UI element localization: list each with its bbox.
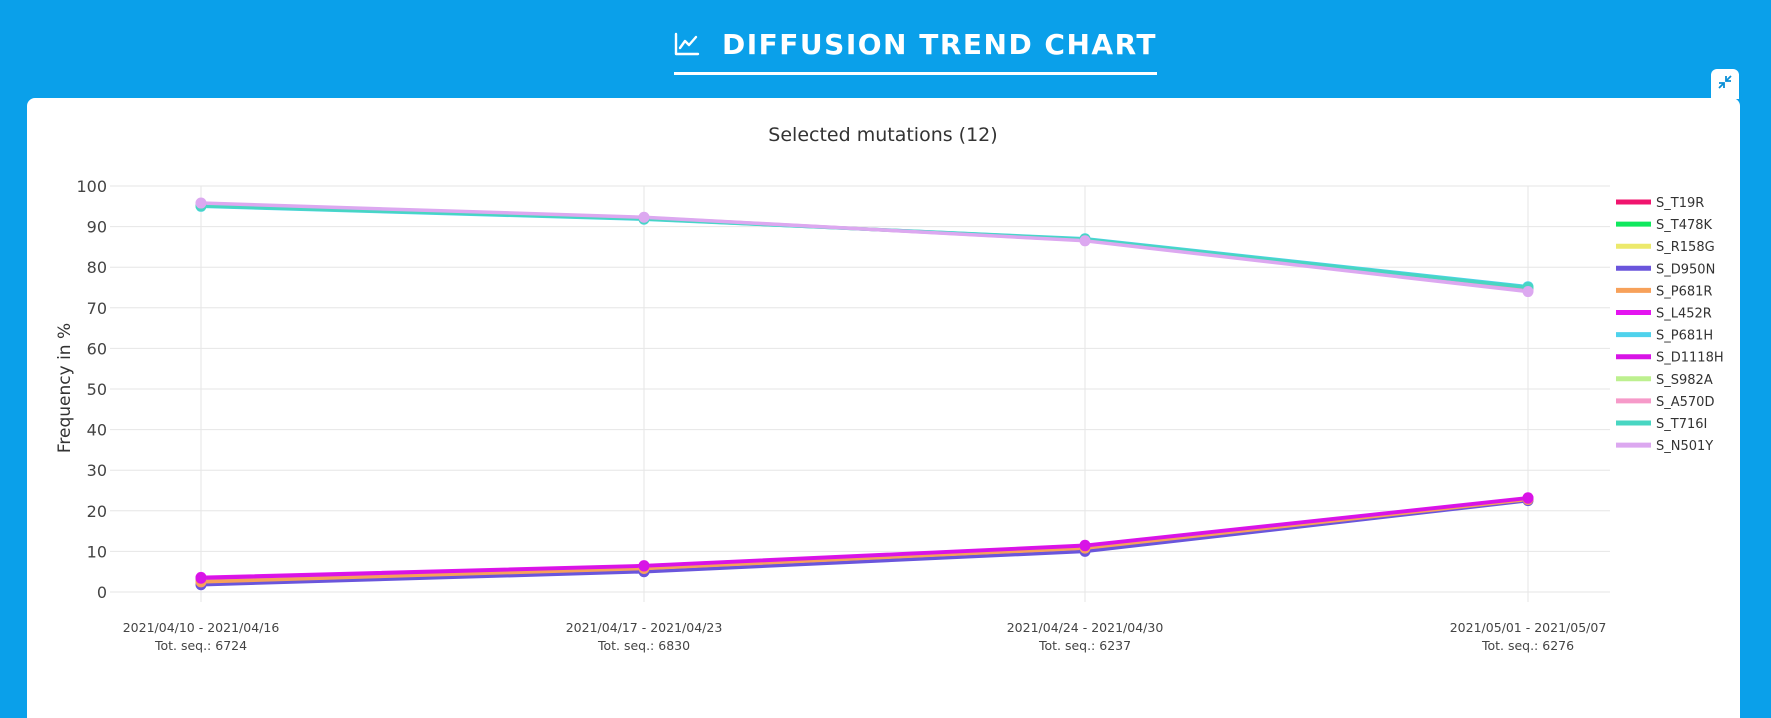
legend-item-S_S982A[interactable]: S_S982A (1616, 373, 1713, 388)
x-tick-sublabel: Tot. seq.: 6724 (154, 638, 247, 653)
x-tick-sublabel: Tot. seq.: 6830 (597, 638, 690, 653)
collapse-arrows-icon (1717, 74, 1733, 94)
legend-item-S_A570D[interactable]: S_A570D (1616, 395, 1714, 410)
legend-item-S_T478K[interactable]: S_T478K (1616, 218, 1713, 233)
series-line-S_T478K (200, 497, 1529, 582)
legend-label: S_A570D (1656, 395, 1714, 410)
series-points (195, 197, 1534, 591)
data-point-S_D1118H[interactable] (638, 560, 650, 572)
collapse-button[interactable] (1711, 69, 1739, 99)
y-tick-label: 90 (87, 218, 107, 237)
series-line-S_A570D (200, 202, 1529, 292)
series-line-S_P681H (200, 204, 1529, 289)
legend-label: S_N501Y (1656, 439, 1713, 454)
legend-item-S_D950N[interactable]: S_D950N (1616, 262, 1715, 277)
header: DIFFUSION TREND CHART (0, 0, 1771, 99)
y-tick-label: 50 (87, 380, 107, 399)
legend-item-S_P681H[interactable]: S_P681H (1616, 329, 1713, 344)
data-point-S_N501Y[interactable] (1522, 286, 1534, 298)
y-tick-label: 40 (87, 421, 107, 440)
x-tick-label: 2021/05/01 - 2021/05/07 (1450, 620, 1607, 635)
legend-label: S_P681R (1656, 284, 1712, 299)
y-tick-label: 30 (87, 461, 107, 480)
series-line-S_D1118H (200, 496, 1529, 580)
legend-label: S_D1118H (1656, 351, 1724, 366)
legend-item-S_L452R[interactable]: S_L452R (1616, 307, 1712, 322)
series-line-S_N501Y (200, 201, 1529, 294)
legend-label: S_P681H (1656, 329, 1713, 344)
legend-label: S_T716I (1656, 417, 1707, 432)
x-tick-label: 2021/04/24 - 2021/04/30 (1007, 620, 1164, 635)
legend-item-S_N501Y[interactable]: S_N501Y (1616, 439, 1713, 454)
chart-title: Selected mutations (12) (768, 124, 997, 146)
data-point-S_D1118H[interactable] (195, 572, 207, 584)
legend-item-S_R158G[interactable]: S_R158G (1616, 240, 1715, 255)
chart-panel: Selected mutations (12) Frequency in % 0… (27, 98, 1740, 718)
y-tick-label: 10 (87, 542, 107, 561)
legend-label: S_T19R (1656, 196, 1704, 211)
x-tick-sublabel: Tot. seq.: 6276 (1481, 638, 1574, 653)
series-line-S_S982A (200, 203, 1529, 291)
x-axis-ticks: 2021/04/10 - 2021/04/16 Tot. seq.: 6724 20… (123, 620, 1607, 653)
y-tick-label: 70 (87, 299, 107, 318)
line-chart: Selected mutations (12) Frequency in % 0… (55, 124, 1724, 653)
series-line-S_T716I (200, 204, 1529, 290)
legend-item-S_T19R[interactable]: S_T19R (1616, 196, 1704, 211)
x-tick-label: 2021/04/10 - 2021/04/16 (123, 620, 280, 635)
legend-label: S_L452R (1656, 307, 1712, 322)
series-line-S_D950N (200, 498, 1529, 587)
page-title-text: DIFFUSION TREND CHART (722, 27, 1157, 61)
y-tick-label: 100 (76, 177, 107, 196)
data-point-S_D1118H[interactable] (1522, 492, 1534, 504)
legend-item-S_T716I[interactable]: S_T716I (1616, 417, 1707, 432)
series-line-S_L452R (200, 496, 1529, 580)
legend-label: S_D950N (1656, 262, 1715, 277)
data-point-S_N501Y[interactable] (638, 211, 650, 223)
x-tick-sublabel: Tot. seq.: 6237 (1038, 638, 1131, 653)
data-point-S_N501Y[interactable] (195, 197, 207, 209)
y-axis-ticks: 0 10 20 30 40 50 60 70 80 90 100 (76, 177, 107, 602)
y-tick-label: 0 (97, 583, 107, 602)
legend-item-S_D1118H[interactable]: S_D1118H (1616, 351, 1724, 366)
page-title: DIFFUSION TREND CHART (674, 22, 1157, 75)
legend: S_T19R S_T478K S_R158G S_D950N S_P681R S_L452… (1616, 196, 1724, 454)
y-axis-label: Frequency in % (55, 323, 75, 453)
legend-label: S_S982A (1656, 373, 1713, 388)
series-line-S_P681R (200, 497, 1529, 584)
legend-label: S_T478K (1656, 218, 1713, 233)
y-tick-label: 20 (87, 502, 107, 521)
legend-item-S_P681R[interactable]: S_P681R (1616, 284, 1712, 299)
line-chart-icon (674, 32, 700, 56)
y-tick-label: 60 (87, 339, 107, 358)
legend-label: S_R158G (1656, 240, 1715, 255)
data-point-S_N501Y[interactable] (1079, 235, 1091, 247)
series-lines (200, 201, 1529, 587)
y-tick-label: 80 (87, 258, 107, 277)
x-tick-label: 2021/04/17 - 2021/04/23 (566, 620, 723, 635)
data-point-S_D1118H[interactable] (1079, 540, 1091, 552)
grid (110, 185, 1610, 602)
